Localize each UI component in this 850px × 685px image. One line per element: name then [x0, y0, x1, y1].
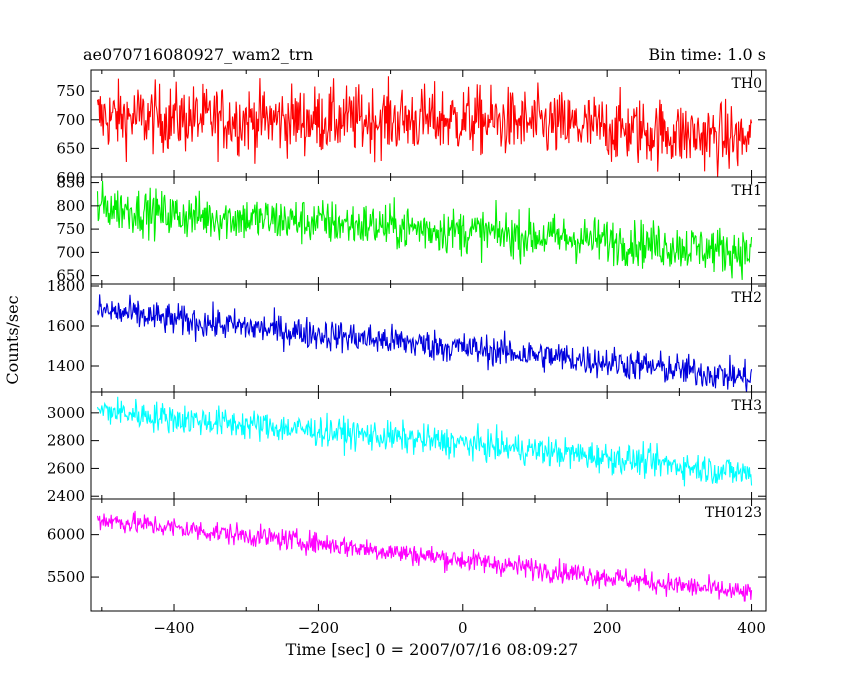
panel-th0123: 5500 6000 TH0123	[47, 498, 767, 612]
panel-label-th3: TH3	[732, 398, 762, 414]
y-tick-label: 850	[56, 174, 85, 192]
x-axis-title: Time [sec] 0 = 2007/07/16 08:09:27	[286, 640, 579, 659]
x-tick-label: −200	[298, 619, 339, 637]
series-line-th0	[96, 76, 753, 177]
y-tick-label: 700	[56, 111, 85, 129]
panel-th1: 650 700 750 800 850 TH1	[56, 174, 767, 285]
y-tick-label: 1400	[47, 357, 85, 375]
panel-label-th2: TH2	[732, 290, 762, 306]
panel-frame	[90, 391, 767, 500]
y-tick-label: 3000	[47, 404, 85, 422]
y-tick-label: 2400	[47, 487, 85, 505]
y-tick-label: 750	[56, 82, 85, 100]
x-tick-label: 0	[458, 619, 468, 637]
panels-group: 650 700 750 600 TH0 650 700 750 800 850 TH1 1400 160…	[47, 69, 767, 612]
panel-frame	[90, 498, 767, 612]
y-tick-label: 1600	[47, 317, 85, 335]
panel-th3: 2400 2600 2800 3000 TH3	[47, 391, 767, 505]
y-tick-label: 700	[56, 243, 85, 261]
panel-label-th0123: TH0123	[705, 505, 762, 521]
panel-th0: 650 700 750 600 TH0	[56, 69, 767, 187]
y-tick-label: 650	[56, 267, 85, 285]
y-tick-label: 2800	[47, 432, 85, 450]
y-tick-label: 1800	[47, 277, 85, 295]
y-tick-label: 750	[56, 220, 85, 238]
y-tick-label: 600	[56, 169, 85, 187]
series-line-th3	[96, 396, 753, 487]
series-line-th0123	[96, 510, 753, 602]
panel-label-th0: TH0	[732, 76, 762, 92]
bin-time-label: Bin time: 1.0 s	[648, 45, 766, 64]
y-tick-label: 6000	[47, 526, 85, 544]
x-tick-label: 400	[737, 619, 766, 637]
panel-label-th1: TH1	[732, 183, 762, 199]
x-tick-label: −400	[153, 619, 194, 637]
series-line-th2	[96, 294, 753, 392]
series-line-th1	[96, 180, 753, 280]
y-tick-label: 800	[56, 197, 85, 215]
chart-title: ae070716080927_wam2_trn	[83, 45, 313, 64]
y-tick-label: 2600	[47, 459, 85, 477]
x-axis: −400 −200 0 200 400	[153, 619, 765, 637]
y-axis-title: Counts/sec	[3, 295, 22, 384]
y-tick-label: 650	[56, 139, 85, 157]
y-tick-label: 5500	[47, 568, 85, 586]
x-tick-label: 200	[593, 619, 622, 637]
panel-th2: 1400 1600 1800 TH2	[47, 277, 767, 393]
